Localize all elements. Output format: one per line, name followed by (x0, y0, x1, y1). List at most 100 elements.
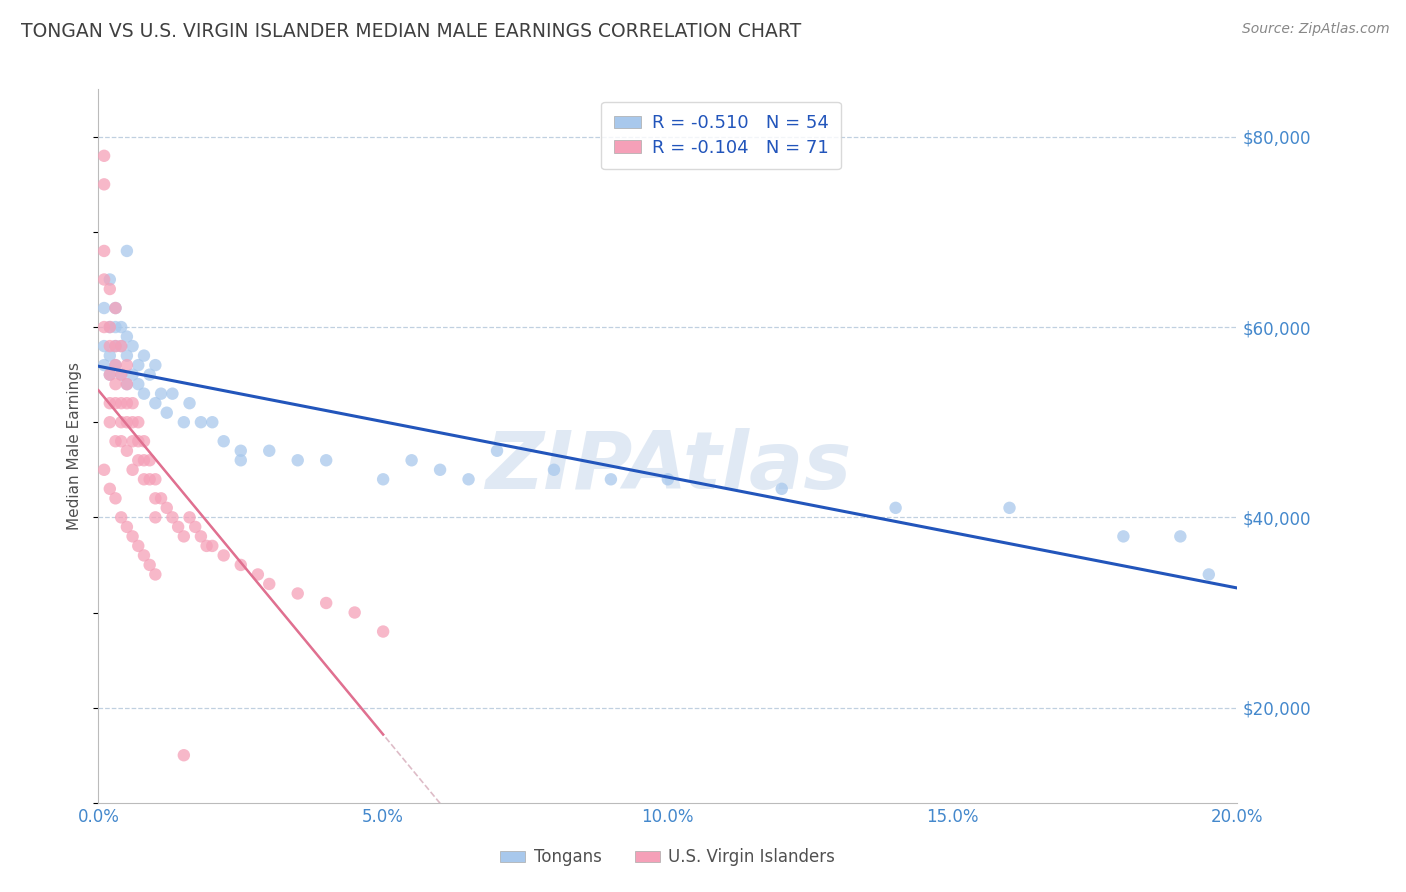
Point (127, 539, 149, 553)
Point (127, 358, 149, 372)
Point (190, 529, 212, 543)
Point (173, 748, 195, 763)
Point (162, 510, 184, 524)
Point (127, 453, 149, 467)
Point (93, 339, 115, 353)
Point (190, 415, 212, 429)
Point (121, 396, 143, 410)
Point (1170, 529, 1192, 543)
Point (98, 320, 121, 334)
Point (104, 358, 127, 372)
Point (162, 386, 184, 401)
Point (167, 520, 190, 534)
Point (998, 500, 1021, 515)
Point (127, 377, 149, 392)
Text: Source: ZipAtlas.com: Source: ZipAtlas.com (1241, 22, 1389, 37)
Point (401, 453, 423, 467)
Point (115, 377, 138, 392)
Point (127, 415, 149, 429)
Point (121, 463, 143, 477)
Point (104, 339, 127, 353)
Point (145, 567, 167, 582)
Point (110, 415, 132, 429)
Point (110, 339, 132, 353)
Point (486, 443, 509, 458)
Point (98, 320, 121, 334)
Point (115, 396, 138, 410)
Point (127, 434, 149, 449)
Point (110, 396, 132, 410)
Point (884, 500, 907, 515)
Point (138, 472, 160, 486)
Point (115, 443, 138, 458)
Point (543, 463, 565, 477)
Point (121, 339, 143, 353)
Point (98, 339, 121, 353)
Point (121, 368, 143, 382)
Point (104, 301, 127, 315)
Point (770, 482, 793, 496)
Point (98, 368, 121, 382)
Point (104, 491, 127, 506)
Point (1198, 567, 1220, 582)
Point (115, 358, 138, 372)
Point (93, 244, 115, 258)
Point (173, 415, 195, 429)
Point (115, 377, 138, 392)
Legend: Tongans, U.S. Virgin Islanders: Tongans, U.S. Virgin Islanders (494, 842, 842, 873)
Point (657, 472, 679, 486)
Point (600, 472, 623, 486)
Point (110, 320, 132, 334)
Point (132, 386, 155, 401)
Point (201, 539, 224, 553)
Point (132, 472, 155, 486)
Point (138, 453, 160, 467)
Point (156, 500, 179, 515)
Point (93, 463, 115, 477)
Point (145, 510, 167, 524)
Point (145, 396, 167, 410)
Point (212, 549, 235, 563)
Point (115, 349, 138, 363)
Point (110, 368, 132, 382)
Point (343, 606, 366, 620)
Point (229, 443, 252, 458)
Point (98, 272, 121, 286)
Point (110, 339, 132, 353)
Point (145, 472, 167, 486)
Point (229, 453, 252, 467)
Point (315, 596, 337, 610)
Point (98, 482, 121, 496)
Point (145, 491, 167, 506)
Point (138, 558, 160, 572)
Point (115, 329, 138, 343)
Point (115, 415, 138, 429)
Point (110, 510, 132, 524)
Point (93, 320, 115, 334)
Point (373, 624, 395, 639)
Point (104, 339, 127, 353)
Point (104, 358, 127, 372)
Point (104, 396, 127, 410)
Point (110, 434, 132, 449)
Point (98, 282, 121, 296)
Point (184, 520, 207, 534)
Point (110, 368, 132, 382)
Point (121, 415, 143, 429)
Point (98, 368, 121, 382)
Point (104, 434, 127, 449)
Point (150, 491, 173, 506)
Point (98, 396, 121, 410)
Point (121, 434, 143, 449)
Point (132, 434, 155, 449)
Point (150, 386, 173, 401)
Point (98, 349, 121, 363)
Point (115, 520, 138, 534)
Point (201, 415, 224, 429)
Point (115, 244, 138, 258)
Point (179, 396, 201, 410)
Point (104, 377, 127, 392)
Y-axis label: Median Male Earnings: Median Male Earnings (67, 362, 83, 530)
Point (104, 301, 127, 315)
Point (429, 463, 451, 477)
